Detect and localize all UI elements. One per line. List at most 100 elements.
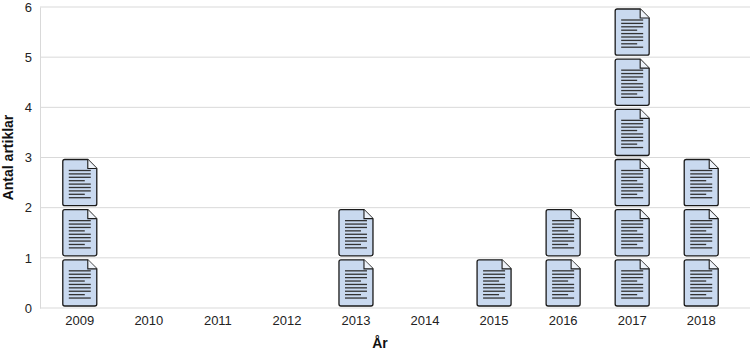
document-text-line bbox=[69, 183, 91, 184]
document-text-line bbox=[552, 277, 574, 278]
document-text-line bbox=[621, 97, 643, 98]
document-text-line bbox=[69, 240, 91, 241]
document-text-line bbox=[621, 83, 643, 84]
x-tick: 2017 bbox=[618, 308, 647, 328]
grid-line bbox=[40, 207, 750, 208]
document-text-line bbox=[483, 297, 505, 298]
document-text-line bbox=[345, 223, 367, 224]
document-text-line bbox=[345, 287, 367, 288]
document-text-line bbox=[69, 277, 91, 278]
document-text-line bbox=[621, 284, 643, 285]
x-tick-label: 2017 bbox=[618, 313, 647, 328]
document-text-line bbox=[690, 280, 706, 281]
x-tick: 2018 bbox=[687, 308, 716, 328]
document-text-line bbox=[621, 30, 637, 31]
document-body bbox=[546, 210, 580, 256]
document-text-line bbox=[690, 220, 712, 221]
document-text-line bbox=[621, 230, 637, 231]
y-tick-label: 0 bbox=[25, 301, 32, 316]
x-tick-label: 2016 bbox=[549, 313, 578, 328]
document-icon bbox=[339, 260, 373, 306]
y-tick: 4 bbox=[25, 100, 40, 115]
y-tick: 0 bbox=[25, 301, 40, 316]
document-text-line bbox=[621, 240, 643, 241]
document-text-line bbox=[345, 247, 367, 248]
document-icon bbox=[63, 160, 97, 206]
document-text-line bbox=[621, 183, 643, 184]
document-text-line bbox=[552, 240, 574, 241]
document-text-line bbox=[345, 280, 361, 281]
document-text-line bbox=[621, 36, 643, 37]
document-fold bbox=[571, 210, 580, 219]
document-text-line bbox=[690, 197, 712, 198]
document-text-line bbox=[621, 19, 643, 20]
grid-line bbox=[40, 257, 750, 258]
document-text-line bbox=[621, 180, 637, 181]
document-text-line bbox=[621, 87, 643, 88]
document-text-line bbox=[621, 173, 643, 174]
document-body bbox=[684, 260, 718, 306]
document-text-line bbox=[69, 297, 91, 298]
document-body bbox=[684, 160, 718, 206]
document-text-line bbox=[621, 123, 643, 124]
grid bbox=[40, 7, 750, 308]
document-text-line bbox=[621, 170, 643, 171]
document-text-line bbox=[690, 194, 706, 195]
document-text-line bbox=[690, 190, 712, 191]
x-tick-label: 2015 bbox=[480, 313, 509, 328]
document-body bbox=[615, 210, 649, 256]
document-text-line bbox=[69, 291, 91, 292]
bar bbox=[615, 9, 649, 306]
document-text-line bbox=[345, 291, 367, 292]
x-axis-line bbox=[29, 308, 750, 309]
document-text-line bbox=[69, 227, 91, 228]
grid-line bbox=[40, 308, 750, 309]
bar bbox=[477, 260, 511, 306]
document-text-line bbox=[483, 277, 505, 278]
document-text-line bbox=[69, 247, 91, 248]
document-text-line bbox=[552, 220, 574, 221]
document-text-line bbox=[621, 73, 643, 74]
document-text-line bbox=[345, 274, 367, 275]
y-tick-label: 6 bbox=[25, 0, 32, 15]
bar bbox=[339, 210, 373, 306]
document-text-line bbox=[690, 277, 712, 278]
document-text-line bbox=[552, 244, 568, 245]
document-text-line bbox=[552, 230, 568, 231]
document-icon bbox=[546, 260, 580, 306]
document-text-line bbox=[345, 240, 367, 241]
document-text-line bbox=[621, 140, 643, 141]
x-axis: 2009201020112012201320142015201620172018 bbox=[29, 308, 750, 328]
document-text-line bbox=[621, 227, 643, 228]
document-text-line bbox=[690, 297, 712, 298]
document-text-line bbox=[621, 143, 637, 144]
document-text-line bbox=[69, 173, 91, 174]
document-text-line bbox=[345, 230, 361, 231]
document-icon bbox=[615, 260, 649, 306]
document-fold bbox=[571, 260, 580, 269]
document-text-line bbox=[621, 33, 643, 34]
y-tick-label: 3 bbox=[25, 150, 32, 165]
document-text-line bbox=[690, 291, 712, 292]
document-text-line bbox=[621, 133, 643, 134]
document-text-line bbox=[483, 280, 499, 281]
document-text-line bbox=[690, 270, 712, 271]
document-icon bbox=[546, 210, 580, 256]
document-text-line bbox=[621, 237, 643, 238]
y-tick-label: 5 bbox=[25, 50, 32, 65]
document-text-line bbox=[690, 177, 712, 178]
document-text-line bbox=[621, 26, 643, 27]
document-text-line bbox=[483, 294, 499, 295]
x-tick: 2016 bbox=[549, 308, 578, 328]
document-text-line bbox=[621, 93, 637, 94]
y-axis-line bbox=[40, 8, 41, 309]
document-text-line bbox=[552, 297, 574, 298]
x-tick-label: 2009 bbox=[65, 313, 94, 328]
y-tick: 2 bbox=[25, 200, 40, 215]
document-text-line bbox=[69, 187, 91, 188]
document-fold bbox=[709, 210, 718, 219]
document-text-line bbox=[345, 234, 367, 235]
document-fold bbox=[364, 260, 373, 269]
document-fold bbox=[88, 210, 97, 219]
document-text-line bbox=[621, 43, 637, 44]
